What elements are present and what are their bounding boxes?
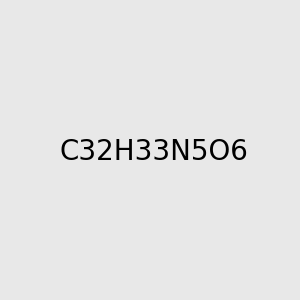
Text: C32H33N5O6: C32H33N5O6 xyxy=(59,137,248,166)
